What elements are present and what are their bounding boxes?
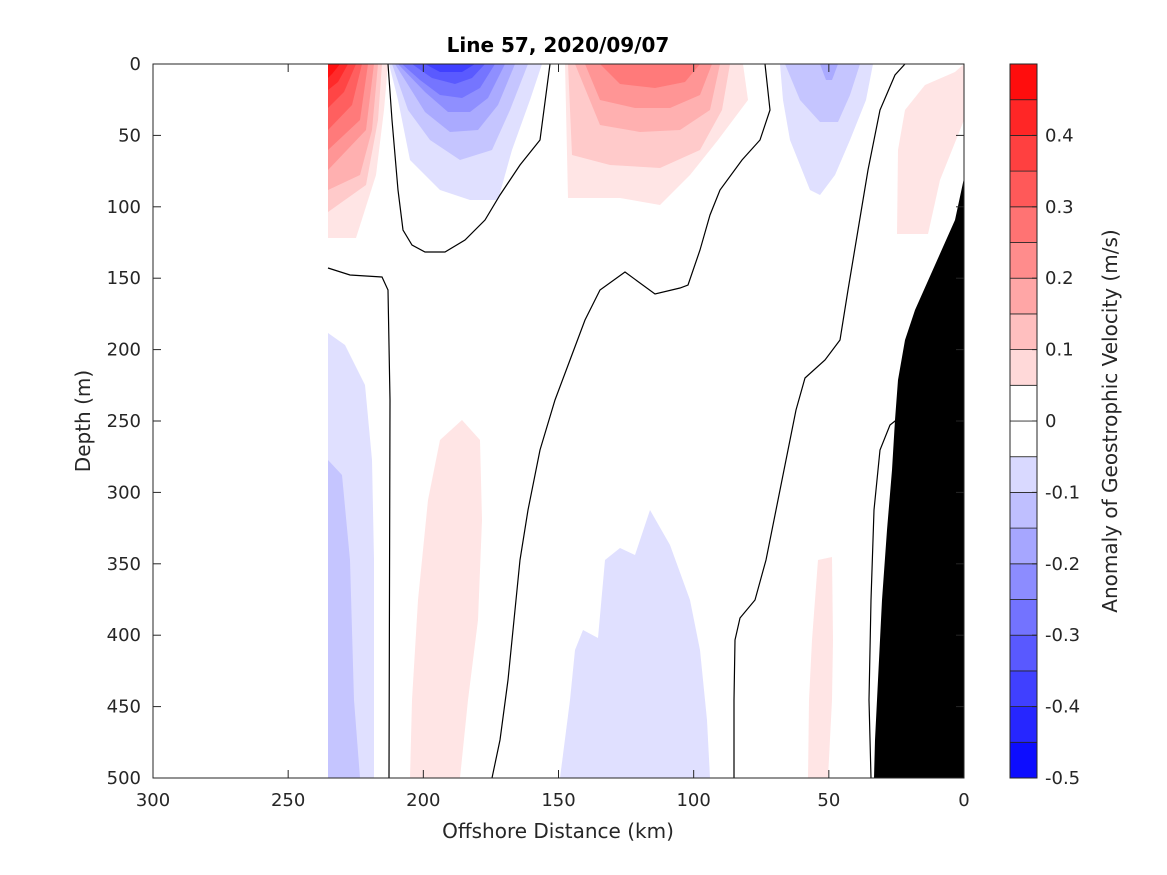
colorbar-ticks: 0.4 0.3 0.2 0.1 0 -0.1 -0.2 -0.3 -0.4 -0.5 <box>1032 125 1080 789</box>
colorbar-tick-label: 0.2 <box>1045 268 1074 289</box>
negative-band-0.35 <box>425 64 475 72</box>
y-tick-label: 500 <box>107 768 141 789</box>
seafloor-topography <box>874 178 964 778</box>
x-tick-label: 0 <box>958 790 969 811</box>
colorbar <box>1009 63 1038 779</box>
zero-contour-line <box>327 267 391 778</box>
positive-band-0.05 <box>808 557 833 778</box>
y-tick-label: 50 <box>118 125 141 146</box>
colorbar-tick-label: -0.2 <box>1045 554 1080 575</box>
y-tick-label: 350 <box>107 554 141 575</box>
colorbar-segment <box>1009 134 1038 172</box>
colorbar-segment <box>1009 242 1038 279</box>
contour-fills <box>328 64 964 778</box>
colorbar-segment <box>1009 741 1038 779</box>
zero-contour-line <box>733 64 906 778</box>
colorbar-tick-label: -0.3 <box>1045 625 1080 646</box>
zero-contour-line <box>868 409 910 778</box>
colorbar-segment <box>1009 313 1038 350</box>
colorbar-segment <box>1009 527 1038 565</box>
colorbar-segment <box>1009 491 1038 529</box>
colorbar-segment <box>1009 206 1038 243</box>
x-tick-label: 50 <box>817 790 840 811</box>
zero-contour-line <box>387 64 551 253</box>
colorbar-segment <box>1009 420 1038 458</box>
colorbar-segment <box>1009 99 1038 136</box>
colorbar-segment <box>1009 170 1038 208</box>
colorbar-segment <box>1009 670 1038 708</box>
colorbar-segment <box>1009 634 1038 672</box>
x-tick-label: 250 <box>271 790 305 811</box>
y-tick-label: 250 <box>107 411 141 432</box>
colorbar-segment <box>1009 349 1038 386</box>
colorbar-tick-label: -0.1 <box>1045 482 1080 503</box>
y-tick-label: 150 <box>107 268 141 289</box>
x-axis: 300 250 200 150 100 50 0 <box>136 64 970 811</box>
zero-contours <box>327 64 910 778</box>
x-axis-label: Offshore Distance (km) <box>442 819 674 843</box>
y-tick-label: 200 <box>107 340 141 361</box>
y-tick-label: 100 <box>107 197 141 218</box>
colorbar-segment <box>1009 456 1038 493</box>
colorbar-segment <box>1009 599 1038 636</box>
y-tick-label: 300 <box>107 482 141 503</box>
colorbar-tick-label: 0.1 <box>1045 340 1074 361</box>
positive-band-0.45 <box>328 64 340 78</box>
chart-title: Line 57, 2020/09/07 <box>447 33 670 57</box>
y-tick-label: 0 <box>130 54 141 75</box>
colorbar-tick-label: 0.3 <box>1045 197 1074 218</box>
plot-area <box>153 64 964 778</box>
y-tick-label: 450 <box>107 697 141 718</box>
colorbar-segment <box>1009 277 1038 315</box>
negative-band-0.10 <box>785 64 860 122</box>
colorbar-segment <box>1009 63 1038 101</box>
colorbar-tick-label: -0.5 <box>1045 768 1080 789</box>
colorbar-tick-label: 0.4 <box>1045 125 1074 146</box>
negative-band-0.10 <box>328 460 360 778</box>
zero-contour-line <box>491 64 771 778</box>
x-tick-label: 150 <box>541 790 575 811</box>
colorbar-tick-label: 0 <box>1045 411 1056 432</box>
colorbar-segment <box>1009 563 1038 600</box>
y-axis-label: Depth (m) <box>71 370 95 472</box>
colorbar-label: Anomaly of Geostrophic Velocity (m/s) <box>1098 229 1122 612</box>
plot-background <box>153 64 964 778</box>
positive-band-0.05 <box>410 420 482 778</box>
colorbar-segment <box>1009 384 1038 422</box>
colorbar-tick-label: -0.4 <box>1045 697 1080 718</box>
positive-band-0.05 <box>897 64 964 234</box>
negative-band-0.05 <box>560 510 710 778</box>
y-axis: 0 50 100 150 200 250 300 350 400 450 500 <box>107 54 964 789</box>
positive-band-0.25 <box>600 64 700 88</box>
y-tick-label: 400 <box>107 625 141 646</box>
colorbar-segment <box>1009 706 1038 743</box>
x-tick-label: 200 <box>406 790 440 811</box>
x-tick-label: 300 <box>136 790 170 811</box>
x-tick-label: 100 <box>676 790 710 811</box>
